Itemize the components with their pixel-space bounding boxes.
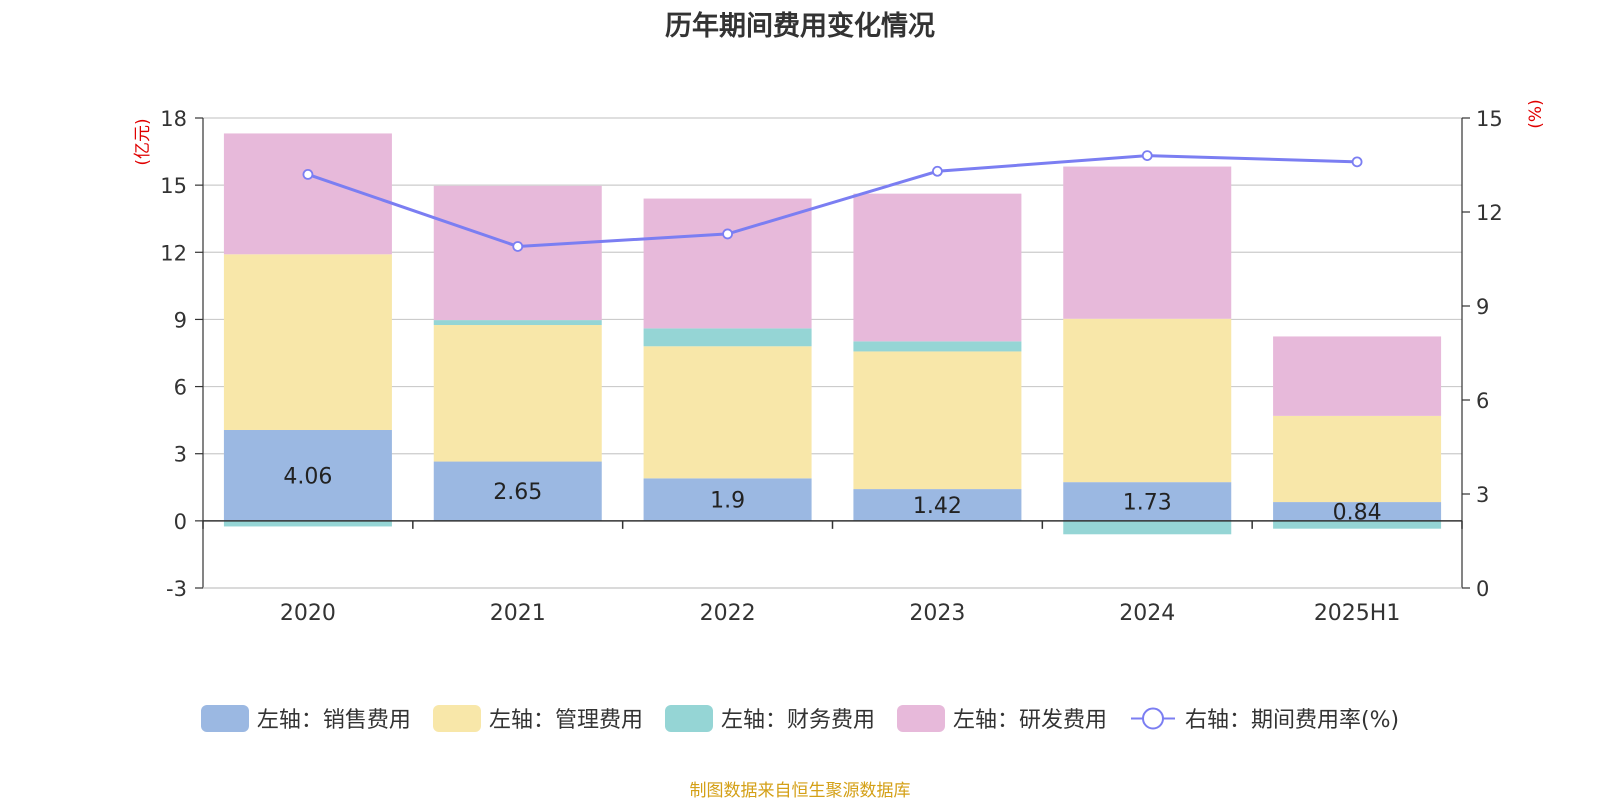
- bar-segment-s1-2020: [223, 254, 392, 430]
- legend-label-finance: 左轴：财务费用: [720, 708, 875, 733]
- legend-label-sales: 左轴：销售费用: [256, 708, 411, 733]
- y-left-tick-label: 18: [160, 107, 187, 131]
- bar-segment-s3-2021: [433, 185, 602, 321]
- bar-segment-s1-2023: [853, 351, 1022, 490]
- bar-segment-s0-2020: [223, 429, 392, 521]
- rate-line: [307, 154, 1358, 248]
- bar-segment-s3-2024: [1063, 166, 1232, 319]
- y-left-tick-label: 0: [174, 510, 187, 534]
- chart-title: 历年期间费用变化情况: [665, 11, 935, 42]
- y-left-tick-label: 12: [160, 241, 187, 265]
- legend-item-rnd[interactable]: 左轴：研发费用: [896, 702, 1107, 734]
- y-left-unit-label: (亿元): [133, 118, 153, 165]
- bar-segment-s2-2021: [433, 320, 602, 326]
- bar-segment-s3-2023: [853, 193, 1022, 342]
- x-tick-label: 2025H1: [1314, 601, 1401, 626]
- x-tick-label: 2020: [280, 601, 336, 626]
- legend-swatch-admin: [432, 704, 481, 732]
- x-tick-label: 2022: [700, 601, 756, 626]
- rate-point-2021: [512, 241, 524, 252]
- bar-segment-s0-2022: [643, 478, 812, 521]
- legend-item-finance[interactable]: 左轴：财务费用: [664, 702, 875, 734]
- legend-item-rate[interactable]: 右轴：期间费用率(%): [1129, 702, 1399, 734]
- legend-item-admin[interactable]: 左轴：管理费用: [432, 702, 643, 734]
- legend-swatch-finance: [664, 704, 713, 732]
- rate-point-2020: [302, 168, 314, 180]
- bar-segment-s1-2021: [433, 325, 602, 462]
- rate-point-2023: [932, 165, 943, 177]
- bar-segment-s0-2023: [853, 489, 1022, 521]
- data-label-sales-2023: 1.42: [913, 494, 962, 519]
- y-right-tick-label: 9: [1476, 295, 1489, 319]
- rate-point-2024: [1141, 150, 1153, 162]
- bar-segment-s0-2025H1: [1273, 502, 1442, 521]
- bar-segment-s1-2024: [1063, 318, 1232, 483]
- y-left-tick-label: -3: [166, 577, 187, 601]
- bar-segment-s2-2022: [643, 328, 812, 347]
- x-tick-label: 2023: [909, 601, 965, 626]
- bar-segment-s0-2021: [433, 461, 602, 521]
- data-label-sales-2024: 1.73: [1123, 490, 1172, 515]
- legend-label-rnd: 左轴：研发费用: [952, 708, 1107, 733]
- y-left-tick-label: 3: [174, 443, 187, 467]
- y-left-tick-label: 9: [174, 308, 187, 332]
- legend: 左轴：销售费用 左轴：管理费用 左轴：财务费用 左轴：研发费用 右轴：期间费用率…: [0, 702, 1600, 734]
- y-right-tick-label: 0: [1476, 577, 1489, 601]
- rate-point-2022: [722, 228, 733, 240]
- y-left-tick-label: 15: [160, 174, 187, 198]
- y-right-tick-label: 3: [1476, 483, 1489, 507]
- data-source-note: 制图数据来自恒生聚源数据库: [689, 781, 911, 801]
- legend-swatch-sales: [200, 704, 249, 732]
- y-right-tick-label: 15: [1476, 107, 1503, 131]
- x-tick-label: 2021: [490, 601, 546, 626]
- y-right-tick-label: 6: [1476, 389, 1489, 413]
- bar-segment-s1-2022: [643, 346, 812, 479]
- legend-line-marker-icon: [1130, 707, 1175, 729]
- rate-point-2025H1: [1351, 156, 1363, 168]
- legend-label-rate: 右轴：期间费用率(%): [1184, 708, 1400, 733]
- x-tick-label: 2024: [1119, 601, 1175, 626]
- y-right-unit-label: (%): [1526, 99, 1546, 128]
- bar-segment-s2-2024: [1063, 520, 1232, 535]
- bar-segment-s2-2023: [853, 341, 1022, 352]
- legend-label-admin: 左轴：管理费用: [488, 708, 643, 733]
- legend-swatch-rnd: [896, 704, 945, 732]
- bar-segment-s2-2025H1: [1273, 520, 1442, 529]
- bar-segment-s1-2025H1: [1273, 415, 1442, 503]
- data-label-sales-2022: 1.9: [710, 489, 745, 514]
- bar-segment-s0-2024: [1063, 482, 1232, 521]
- data-label-sales-2020: 4.06: [283, 464, 332, 489]
- bar-segment-s3-2022: [643, 198, 812, 329]
- bar-segment-s3-2025H1: [1273, 336, 1442, 416]
- y-right-tick-label: 12: [1476, 201, 1503, 225]
- data-label-sales-2021: 2.65: [493, 480, 542, 505]
- legend-item-sales[interactable]: 左轴：销售费用: [200, 702, 411, 734]
- y-left-tick-label: 6: [174, 376, 187, 400]
- bar-segment-s2-2020: [223, 520, 392, 527]
